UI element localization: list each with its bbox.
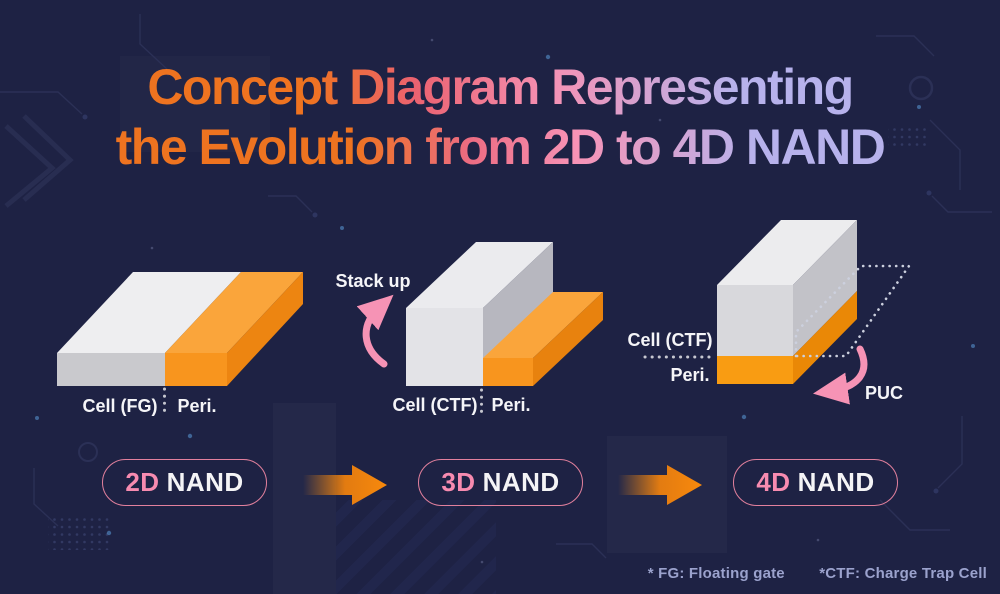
flow-arrow-icon [618,465,702,505]
nand-3d-block [356,242,603,419]
ghost-slab-outline [794,264,912,358]
badge-2d-suffix: NAND [166,467,244,497]
badge-4d-prefix: 4D [756,467,791,497]
fg-footnote: * FG: Floating gate [647,565,785,582]
puc-label: PUC [864,383,904,403]
cell-ctf-label-4d: Cell (CTF) [627,330,713,350]
cell-ctf-label-3d: Cell (CTF) [392,395,478,415]
peri-label-2d: Peri. [177,396,217,416]
badge-4d-suffix: NAND [797,467,875,497]
page-title: Concept Diagram Representing the Evoluti… [0,57,1000,177]
peri-label-3d: Peri. [491,395,531,415]
footnotes: * FG: Floating gate *CTF: Charge Trap Ce… [648,565,987,582]
title-line-1: Concept Diagram Representing [147,59,854,115]
badge-2d-prefix: 2D [125,467,160,497]
badge-3d-suffix: NAND [482,467,560,497]
nand-4d-block [643,220,912,405]
ctf-footnote: *CTF: Charge Trap Cell [819,565,987,582]
badge-2d-nand: 2D NAND [102,459,267,506]
title-line-2: the Evolution from 2D to 4D NAND [115,119,886,175]
flow-arrow-icon [303,465,387,505]
puc-arrow-icon [812,345,868,405]
cell-fg-label: Cell (FG) [82,396,158,416]
badge-4d-nand: 4D NAND [733,459,898,506]
stack-up-label: Stack up [335,271,411,291]
badge-3d-nand: 3D NAND [418,459,583,506]
peri-label-4d: Peri. [670,365,710,385]
badge-3d-prefix: 3D [441,467,476,497]
stack-up-arrow-icon [356,294,394,368]
nand-2d-block [57,272,303,419]
